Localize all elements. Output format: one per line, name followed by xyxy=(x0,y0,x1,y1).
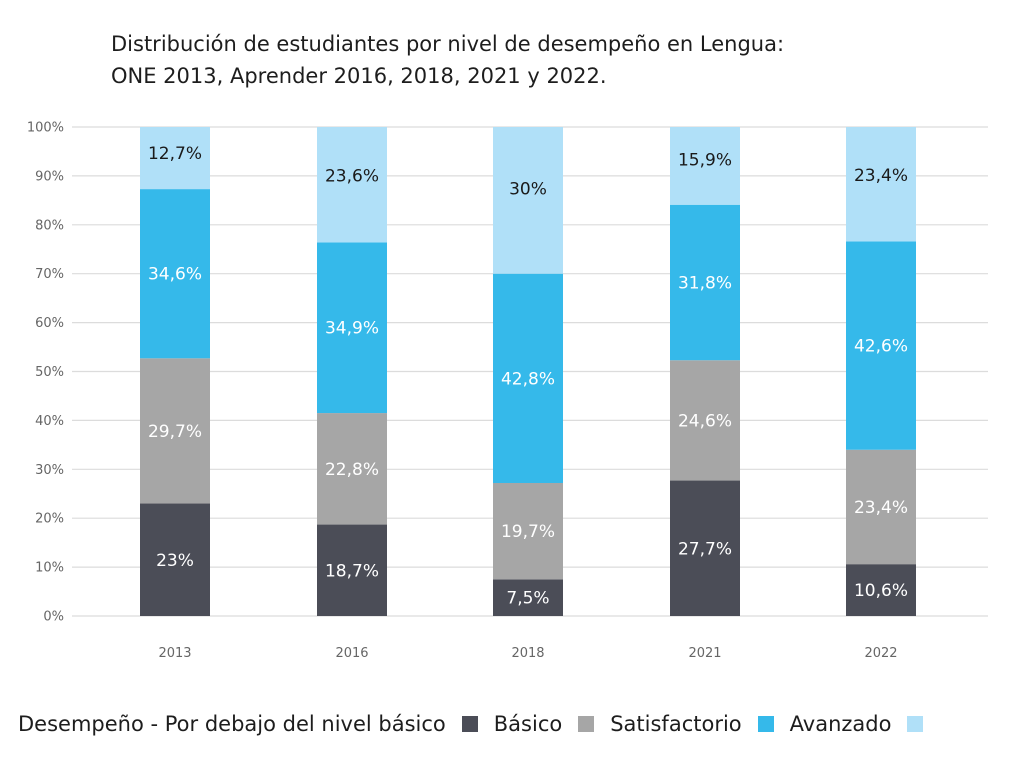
legend-swatch xyxy=(578,716,595,732)
legend-item: Básico xyxy=(494,712,610,736)
data-label: 27,7% xyxy=(678,539,732,559)
bar-segment xyxy=(493,579,563,616)
y-tick-label: 90% xyxy=(35,169,64,184)
chart-title: Distribución de estudiantes por nivel de… xyxy=(111,28,911,92)
bar-segment xyxy=(317,413,387,525)
y-tick-label: 60% xyxy=(35,316,64,331)
bar-segment xyxy=(493,273,563,483)
bar-segment xyxy=(670,127,740,205)
data-label: 30% xyxy=(509,180,547,200)
legend-label: Satisfactorio xyxy=(610,712,742,736)
data-label: 10,6% xyxy=(854,581,908,601)
y-tick-label: 40% xyxy=(35,414,64,429)
bar-segment xyxy=(670,480,740,616)
bar-segment xyxy=(846,449,916,565)
bar-segment xyxy=(317,242,387,414)
data-label: 42,8% xyxy=(501,369,555,389)
legend-item: Satisfactorio xyxy=(610,712,789,736)
y-tick-label: 70% xyxy=(35,267,64,282)
data-label: 23,6% xyxy=(325,166,379,186)
chart-legend: Desempeño - Por debajo del nivel básico B… xyxy=(18,708,939,740)
bar-segment xyxy=(140,358,210,504)
y-tick-label: 100% xyxy=(27,121,64,136)
bar-segment xyxy=(140,189,210,359)
chart-title-line-2: ONE 2013, Aprender 2016, 2018, 2021 y 20… xyxy=(111,64,607,88)
legend-item: Desempeño - Por debajo del nivel básico xyxy=(18,712,494,736)
bar-segment xyxy=(846,241,916,450)
x-tick-label: 2016 xyxy=(335,646,368,661)
legend-item: Avanzado xyxy=(790,712,940,736)
bar-segment xyxy=(493,482,563,580)
x-tick-label: 2022 xyxy=(864,646,897,661)
y-tick-label: 10% xyxy=(35,561,64,576)
data-label: 34,9% xyxy=(325,319,379,339)
bar-segment xyxy=(140,503,210,616)
data-label: 12,7% xyxy=(148,144,202,164)
bar-segment xyxy=(670,204,740,361)
data-label: 34,6% xyxy=(148,265,202,285)
x-tick-label: 2021 xyxy=(688,646,721,661)
bar-segment xyxy=(140,127,210,190)
data-label: 42,6% xyxy=(854,337,908,357)
data-label: 31,8% xyxy=(678,274,732,294)
legend-label: Básico xyxy=(493,712,563,736)
y-tick-label: 50% xyxy=(35,365,64,380)
data-label: 22,8% xyxy=(325,460,379,480)
data-label: 7,5% xyxy=(506,589,549,609)
chart-title-line-1: Distribución de estudiantes por nivel de… xyxy=(111,32,785,56)
bar-segment xyxy=(846,127,916,242)
bar-segment xyxy=(846,564,916,616)
data-label: 23,4% xyxy=(854,498,908,518)
x-tick-label: 2013 xyxy=(158,646,191,661)
legend-swatch xyxy=(907,716,924,732)
data-label: 19,7% xyxy=(501,522,555,542)
bar-segment xyxy=(317,127,387,243)
stacked-bar-chart: 0% 10% 20% 30% 40% 50% 60% 70% 80% 90% 100% 2013 201… xyxy=(27,121,988,661)
legend-label: Avanzado xyxy=(789,712,892,736)
data-label: 15,9% xyxy=(678,151,732,171)
data-label: 18,7% xyxy=(325,561,379,581)
data-label: 23% xyxy=(156,551,194,571)
y-tick-label: 80% xyxy=(35,218,64,233)
bar-segment xyxy=(317,524,387,616)
legend-swatch xyxy=(757,716,774,732)
y-tick-label: 20% xyxy=(35,512,64,527)
y-tick-label: 30% xyxy=(35,463,64,478)
data-label: 29,7% xyxy=(148,422,202,442)
legend-label: Desempeño - Por debajo del nivel básico xyxy=(18,712,446,736)
bar-segment xyxy=(670,360,740,481)
legend-swatch xyxy=(461,716,478,732)
data-label: 23,4% xyxy=(854,166,908,186)
bar-segment xyxy=(493,127,563,274)
data-label: 24,6% xyxy=(678,411,732,431)
y-tick-label: 0% xyxy=(43,610,64,625)
x-tick-label: 2018 xyxy=(511,646,544,661)
